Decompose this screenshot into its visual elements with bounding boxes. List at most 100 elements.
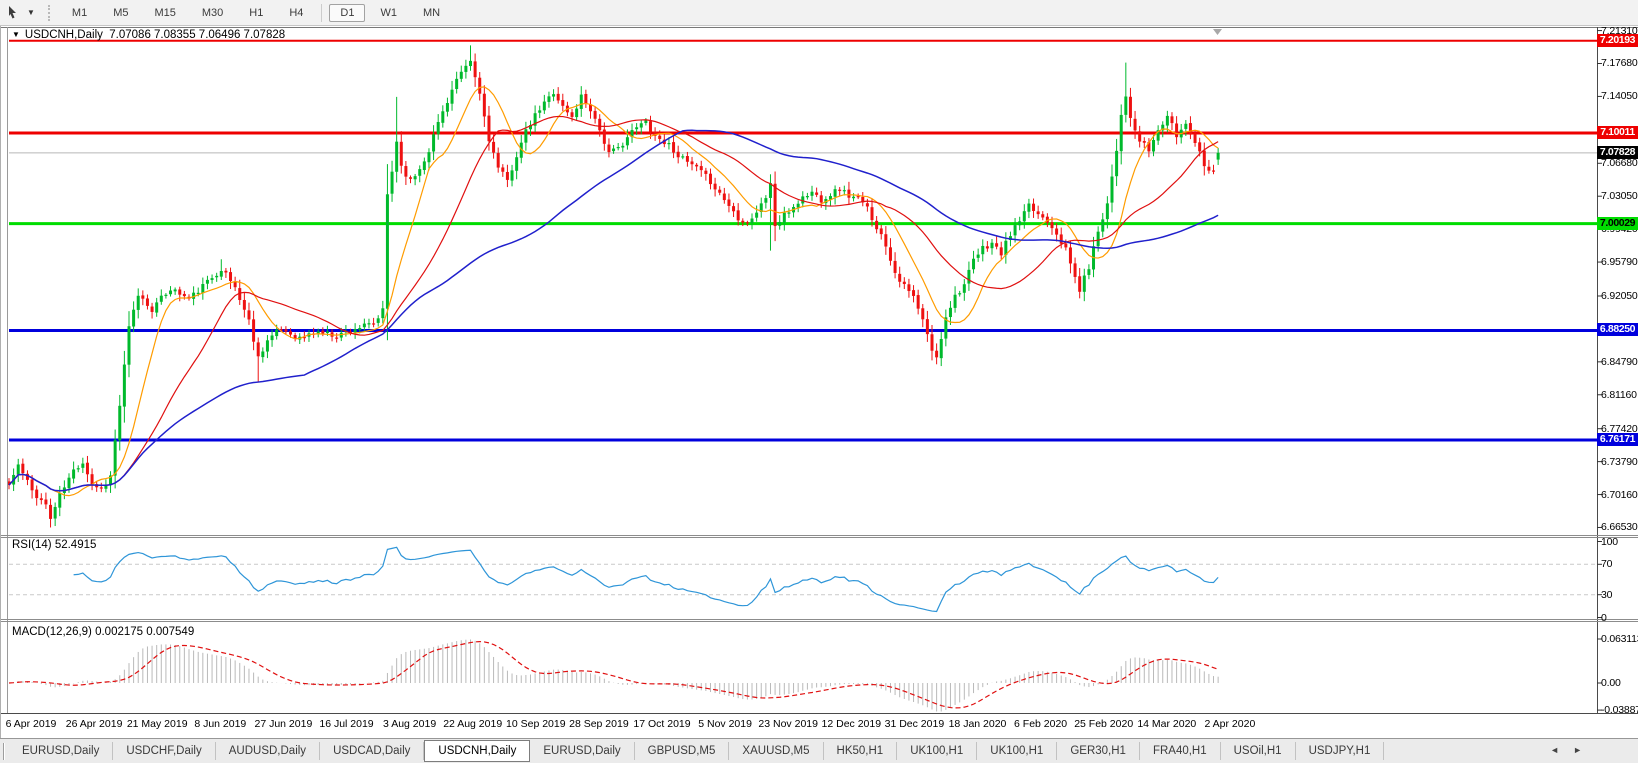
macd-signal-line xyxy=(8,641,1219,709)
tabbar-grip xyxy=(3,742,5,760)
chart-tab-hk50-h1-8[interactable]: HK50,H1 xyxy=(824,742,898,760)
candles-layer xyxy=(8,45,1220,528)
triangle-down-icon[interactable]: ▼ xyxy=(12,30,20,39)
rsi-tick-label: 30 xyxy=(1601,588,1613,601)
price-tick-label: 6.92050 xyxy=(1601,289,1638,302)
date-label: 12 Dec 2019 xyxy=(821,718,882,730)
chart-tab-xauusd-m5-7[interactable]: XAUUSD,M5 xyxy=(729,742,824,760)
date-label: 10 Sep 2019 xyxy=(506,718,566,730)
date-label: 8 Jun 2019 xyxy=(194,718,247,730)
panel-frames xyxy=(1,27,1638,714)
timeframe-button-m1[interactable]: M1 xyxy=(71,6,88,19)
ma-line-65 xyxy=(8,129,1219,492)
chart-tabs: EURUSD,Daily USDCHF,Daily AUDUSD,Daily USDC… xyxy=(9,740,1385,762)
price-tick-label: 7.03050 xyxy=(1601,190,1638,203)
rsi-line xyxy=(73,546,1219,613)
timeframe-button-h1[interactable]: H1 xyxy=(249,6,264,19)
cursor-tool-glyph xyxy=(8,6,16,19)
chart-symbol: USDCNH,Daily xyxy=(24,29,103,41)
timeframe-button-mn[interactable]: MN xyxy=(422,6,441,19)
timeframe-buttons: M1 M5 M15 M30 H1 H4 D1 W1 MN xyxy=(59,3,453,22)
macd-tick-label: 0.00 xyxy=(1601,677,1621,689)
macd-tick-label: -0.038873 xyxy=(1601,704,1638,717)
axis-tick-marks xyxy=(1597,30,1602,711)
price-tick-label: 6.66530 xyxy=(1601,521,1638,534)
date-label: 14 Mar 2020 xyxy=(1137,718,1197,730)
chart-tab-uk100-h1-9[interactable]: UK100,H1 xyxy=(897,742,978,760)
price-tick-label: 6.84790 xyxy=(1601,355,1638,368)
date-label: 6 Apr 2019 xyxy=(5,718,57,730)
date-label: 23 Nov 2019 xyxy=(758,718,818,730)
date-label: 5 Nov 2019 xyxy=(698,718,752,730)
chart-ohlc-values: 7.07086 7.08355 7.06496 7.07828 xyxy=(109,29,286,41)
chart-tab-bar: EURUSD,Daily USDCHF,Daily AUDUSD,Daily USDC… xyxy=(0,738,1638,763)
date-label: 31 Dec 2019 xyxy=(884,718,945,730)
ma-line-25 xyxy=(8,115,1219,492)
chart-tab-usoil-h1-13[interactable]: USOil,H1 xyxy=(1221,742,1296,760)
date-label: 28 Sep 2019 xyxy=(569,718,629,730)
price-level-badge: 6.76171 xyxy=(1597,433,1638,447)
chart-title: ▼ USDCNH,Daily 7.07086 7.08355 7.06496 7.… xyxy=(12,29,285,41)
date-label: 17 Oct 2019 xyxy=(633,718,691,730)
date-label: 3 Aug 2019 xyxy=(383,718,437,730)
moving-averages-layer xyxy=(8,86,1219,497)
price-tick-label: 7.14050 xyxy=(1601,90,1638,103)
price-tick-label: 7.06680 xyxy=(1601,157,1638,170)
tab-scroll-arrows[interactable]: ◄► xyxy=(1550,745,1596,755)
timeframe-button-d1[interactable]: D1 xyxy=(329,3,366,22)
chart-tab-eurusd-daily-0[interactable]: EURUSD,Daily xyxy=(9,742,114,760)
price-level-badge: 7.10011 xyxy=(1597,126,1638,140)
right-arrow-icon[interactable]: ► xyxy=(1573,745,1596,755)
price-tick-label: 6.70160 xyxy=(1601,488,1638,501)
left-arrow-icon[interactable]: ◄ xyxy=(1550,745,1574,755)
chart-tab-uk100-h1-10[interactable]: UK100,H1 xyxy=(977,742,1058,760)
price-level-badge: 7.00029 xyxy=(1597,216,1638,230)
chart-tab-gbpusd-m5-6[interactable]: GBPUSD,M5 xyxy=(635,742,730,760)
chart-tab-usdcnh-daily-4[interactable]: USDCNH,Daily xyxy=(424,740,531,762)
price-tick-label: 6.73790 xyxy=(1601,455,1638,468)
chart-shift-marker xyxy=(1213,29,1222,35)
timeframe-button-h4[interactable]: H4 xyxy=(289,6,304,19)
level-lines xyxy=(9,39,1597,442)
ma-line-10 xyxy=(8,86,1219,497)
rsi-tick-label: 70 xyxy=(1601,558,1613,571)
chart-tab-usdjpy-h1-14[interactable]: USDJPY,H1 xyxy=(1296,742,1385,760)
chart-tab-ger30-h1-11[interactable]: GER30,H1 xyxy=(1057,742,1140,760)
price-tick-label: 6.81160 xyxy=(1601,388,1637,401)
chart-tab-fra40-h1-12[interactable]: FRA40,H1 xyxy=(1140,742,1221,760)
price-tick-label: 6.77420 xyxy=(1601,422,1638,435)
date-label: 21 May 2019 xyxy=(126,718,188,730)
timeframe-button-m30[interactable]: M30 xyxy=(201,6,224,19)
rsi-tick-label: 100 xyxy=(1601,535,1618,548)
chevron-down-icon[interactable]: ▼ xyxy=(27,8,35,17)
timeframe-toolbar: ▼ M1 M5 M15 M30 H1 H4 D1 W1 MN xyxy=(0,0,1638,26)
price-tick-label: 6.95790 xyxy=(1601,256,1638,269)
timeframe-button-m5[interactable]: M5 xyxy=(113,6,129,19)
timeframe-button-w1[interactable]: W1 xyxy=(380,6,397,19)
date-label: 27 Jun 2019 xyxy=(254,718,313,730)
rsi-label: RSI(14) 52.4915 xyxy=(12,539,97,551)
price-chart-svg xyxy=(1,27,1638,714)
price-level-badge: 6.88250 xyxy=(1597,323,1638,337)
timeframe-button-m15[interactable]: M15 xyxy=(154,6,176,19)
chart-tab-usdchf-daily-1[interactable]: USDCHF,Daily xyxy=(113,742,216,760)
chart-window: ▼ USDCNH,Daily 7.07086 7.08355 7.06496 7.… xyxy=(0,24,1638,738)
chart-tab-eurusd-daily-5[interactable]: EURUSD,Daily xyxy=(530,742,635,760)
current-price-badge: 7.07828 xyxy=(1597,145,1638,159)
macd-label: MACD(12,26,9) 0.002175 0.007549 xyxy=(12,626,195,638)
macd-layer xyxy=(8,639,1219,712)
rsi-tick-label: 0 xyxy=(1601,611,1607,624)
chart-tab-usdcad-daily-3[interactable]: USDCAD,Daily xyxy=(320,742,425,760)
rsi-layer xyxy=(9,546,1597,613)
price-level-badge: 7.20193 xyxy=(1597,33,1638,47)
date-label: 2 Apr 2020 xyxy=(1204,718,1256,730)
date-label: 6 Feb 2020 xyxy=(1014,718,1068,730)
date-label: 26 Apr 2019 xyxy=(65,718,123,730)
cursor-tool-icon[interactable] xyxy=(3,3,23,23)
price-tick-label: 7.21310 xyxy=(1601,24,1638,37)
chart-tab-audusd-daily-2[interactable]: AUDUSD,Daily xyxy=(216,742,321,760)
date-label: 18 Jan 2020 xyxy=(948,718,1007,730)
price-tick-label: 7.17680 xyxy=(1601,57,1638,70)
date-label: 25 Feb 2020 xyxy=(1074,718,1134,730)
